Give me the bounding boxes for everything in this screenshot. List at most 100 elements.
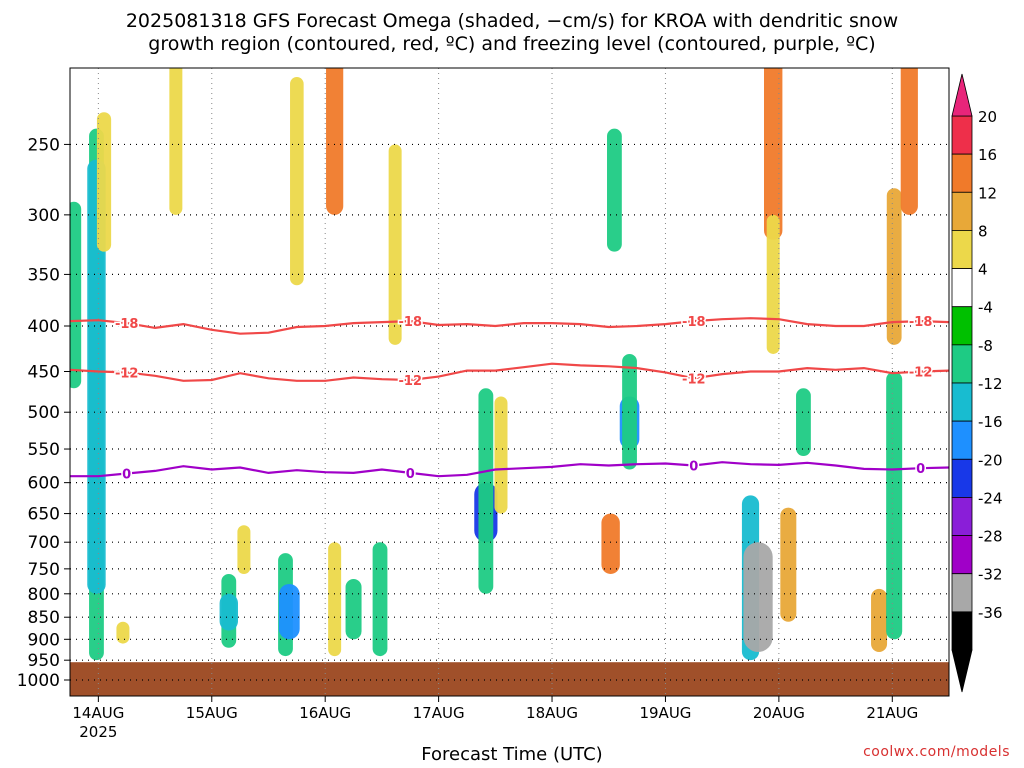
terrain-fill <box>70 662 949 696</box>
omega-cell-20 <box>607 128 622 252</box>
x-tick-label-0: 14AUG <box>72 704 124 722</box>
y-tick-label-450: 450 <box>28 363 60 383</box>
omega-cell-10 <box>278 584 300 640</box>
colorbar-label-4: 4 <box>978 261 988 279</box>
contour-label--12-3: -12 <box>909 366 933 381</box>
x-axis-label: Forecast Time (UTC) <box>421 744 603 765</box>
omega-cell-8 <box>237 525 251 574</box>
y-tick-label-300: 300 <box>28 206 60 226</box>
omega-cell-29 <box>796 388 811 456</box>
y-tick-label-700: 700 <box>28 533 60 553</box>
y-tick-label-800: 800 <box>28 585 60 605</box>
omega-cell-7 <box>219 593 238 631</box>
omega-cell-0 <box>70 201 82 389</box>
omega-cell-13 <box>328 542 342 657</box>
colorbar-label-8: -16 <box>978 413 1003 431</box>
y-tick-label-350: 350 <box>28 265 60 285</box>
omega-cell-23 <box>601 513 620 574</box>
colorbar-label-6: -8 <box>978 337 993 355</box>
colorbar-label-3: 8 <box>978 222 988 240</box>
colorbar-label-2: 12 <box>978 184 997 202</box>
colorbar-swatch-7 <box>951 382 973 422</box>
omega-cell-32 <box>886 371 903 640</box>
omega-cell-28 <box>780 507 797 622</box>
site-credit: coolwx.com/models <box>863 744 1010 760</box>
contour--18 <box>70 317 949 335</box>
colorbar-label-1: 16 <box>978 146 997 164</box>
x-tick-label-2: 16AUG <box>299 704 351 722</box>
y-tick-label-550: 550 <box>28 440 60 460</box>
omega-cell-18 <box>478 388 494 594</box>
contour-label--12-2: -12 <box>682 372 706 387</box>
colorbar: 20 16 12 8 4 -4 -8 -12 -16 -20 -24 -28 -32 -36 <box>951 73 1003 693</box>
omega-cell-14 <box>345 579 362 640</box>
omega-cell-2 <box>87 159 106 594</box>
y-tick-label-850: 850 <box>28 608 60 628</box>
colorbar-bottom-arrow <box>951 649 973 693</box>
omega-cell-26 <box>764 68 783 240</box>
colorbar-label-7: -12 <box>978 375 1003 393</box>
x-tick-label-4: 18AUG <box>526 704 578 722</box>
x-tick-label-3: 17AUG <box>413 704 465 722</box>
x-tick-label-5: 19AUG <box>639 704 691 722</box>
x-tick-label-7: 21AUG <box>866 704 918 722</box>
y-tick-label-950: 950 <box>28 651 60 671</box>
omega-cell-27 <box>766 214 780 354</box>
colorbar-swatch-2 <box>951 191 973 231</box>
y-tick-label-750: 750 <box>28 560 60 580</box>
y-tick-label-600: 600 <box>28 474 60 494</box>
colorbar-label-13: -36 <box>978 604 1003 622</box>
colorbar-swatch-9 <box>951 458 973 498</box>
omega-cell-12 <box>326 68 344 215</box>
y-tick-label-1000: 1000 <box>17 671 60 691</box>
omega-cell-15 <box>372 542 388 657</box>
y-tick-label-650: 650 <box>28 505 60 525</box>
omega-cell-3 <box>96 112 112 252</box>
omega-cell-4 <box>116 621 130 644</box>
x-tick-year: 2025 <box>79 723 117 741</box>
colorbar-label-9: -20 <box>978 451 1003 469</box>
colorbar-label-10: -24 <box>978 489 1003 507</box>
colorbar-swatch-13 <box>951 611 973 651</box>
omega-cell-19 <box>494 396 508 514</box>
contour-0 <box>70 461 949 478</box>
chart-title-line-1: 2025081318 GFS Forecast Omega (shaded, −… <box>125 10 899 32</box>
colorbar-swatch-6 <box>951 344 973 384</box>
contour-label--18-2: -18 <box>682 315 706 330</box>
contour-label--18-1: -18 <box>399 315 423 330</box>
colorbar-swatch-1 <box>951 153 973 193</box>
omega-cell-11 <box>290 77 304 286</box>
omega-cell-30 <box>871 588 888 652</box>
colorbar-swatch-3 <box>951 230 973 269</box>
colorbar-swatch-5 <box>951 306 973 346</box>
colorbar-swatch-4 <box>951 268 973 308</box>
colorbar-label-12: -32 <box>978 566 1003 584</box>
colorbar-swatch-8 <box>951 420 973 460</box>
plot-frame <box>69 67 950 697</box>
omega-cell-25 <box>743 542 773 652</box>
contour-label--12-1: -12 <box>399 374 423 389</box>
omega-cell-33 <box>900 68 918 215</box>
colorbar-top-arrow <box>951 73 973 117</box>
contour-label--18-3: -18 <box>909 315 933 330</box>
chart-title-line-2: growth region (contoured, red, ºC) and f… <box>148 33 876 55</box>
omega-cell-16 <box>388 144 402 345</box>
omega-cell-5 <box>169 68 183 215</box>
y-tick-label-400: 400 <box>28 317 60 337</box>
colorbar-swatch-11 <box>951 535 973 575</box>
omega-cell-22 <box>622 353 637 470</box>
colorbar-swatch-12 <box>951 573 973 613</box>
colorbar-label-5: -4 <box>978 299 993 317</box>
omega-shading <box>70 68 918 661</box>
x-tick-label-1: 15AUG <box>186 704 238 722</box>
terrain <box>70 662 949 696</box>
y-tick-label-900: 900 <box>28 630 60 650</box>
contour-label-0-0: 0 <box>122 468 131 483</box>
contour--12 <box>70 362 949 382</box>
y-tick-label-500: 500 <box>28 403 60 423</box>
axes: 2503003504004505005506006507007508008509… <box>17 135 919 741</box>
contour-label-0-2: 0 <box>689 460 698 475</box>
contour-label--18-0: -18 <box>115 317 139 332</box>
colorbar-label-11: -28 <box>978 528 1003 546</box>
